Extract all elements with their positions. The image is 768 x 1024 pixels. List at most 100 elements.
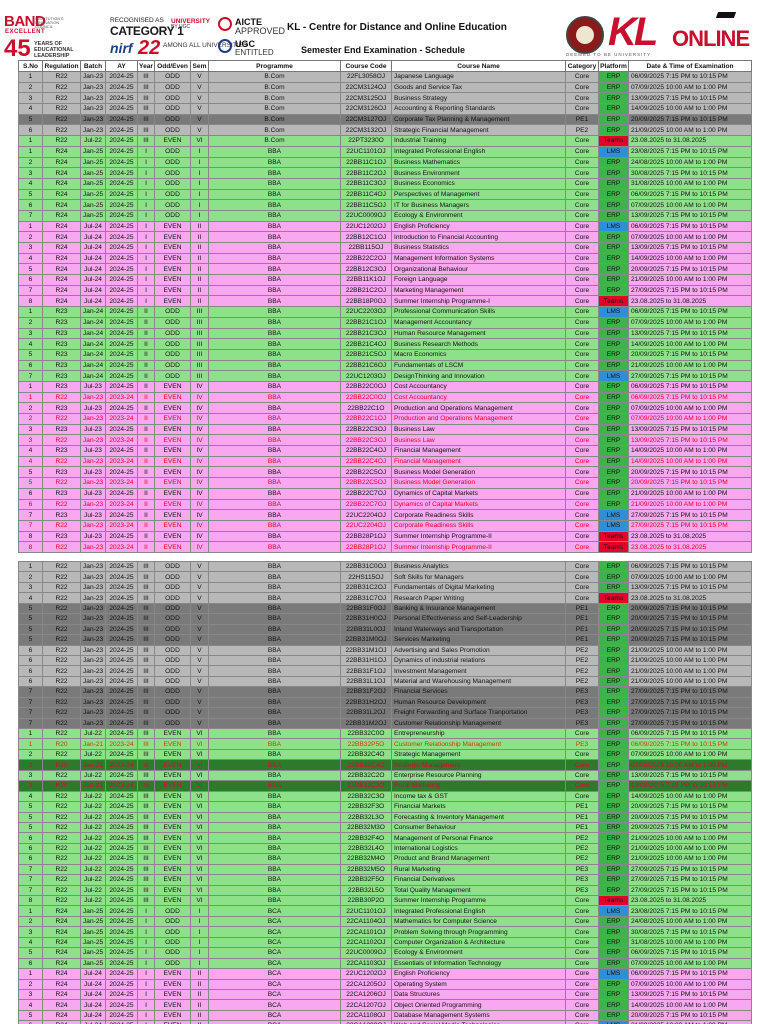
cell-platform: Teams bbox=[598, 592, 629, 604]
cell-programme: BBA bbox=[208, 665, 341, 677]
cell-odd-even: ODD bbox=[154, 947, 191, 959]
cell-exam-date-time: 27/09/2025 7:15 PM to 10:15 PM bbox=[628, 519, 752, 532]
cell-odd-even: EVEN bbox=[154, 487, 191, 500]
cell-course-name: Mathematics for Computer Science bbox=[391, 915, 566, 928]
cell-batch: Jan-23 bbox=[80, 413, 106, 425]
cell-academic-year: 2024-25 bbox=[105, 295, 138, 308]
cell-category: PE2 bbox=[565, 842, 599, 855]
cell-serial-number: 6 bbox=[18, 654, 43, 667]
cell-odd-even: EVEN bbox=[154, 455, 191, 468]
cell-year: II bbox=[137, 359, 155, 372]
cell-course-code: 22BB11C4OJ bbox=[340, 188, 392, 201]
cell-year: III bbox=[137, 634, 155, 646]
cell-course-name: Personal Effectiveness and Self-Leadersh… bbox=[391, 613, 566, 625]
cell-year: III bbox=[137, 894, 155, 907]
cell-year: II bbox=[137, 391, 155, 404]
cell-course-name: Material and Warehousing Management bbox=[391, 675, 566, 688]
cell-regulation: R22 bbox=[42, 634, 81, 646]
cell-batch: Jan-23 bbox=[80, 391, 106, 404]
cell-serial-number: 6 bbox=[18, 675, 43, 688]
cell-serial-number: 1 bbox=[18, 306, 43, 318]
table-row: 3 R22 Jan-23 2024-25 III ODD V B.Com 22CM3125OJ B… bbox=[18, 92, 752, 105]
cell-programme: BBA bbox=[208, 560, 341, 573]
cell-academic-year: 2024-25 bbox=[105, 988, 138, 1001]
table-row: 5 R24 Jan-25 2024-25 I ODD I BCA 22UC0009OJ Ecolo… bbox=[18, 947, 752, 959]
cell-programme: B.Com bbox=[208, 124, 341, 137]
cell-platform: LMS bbox=[598, 220, 629, 233]
table-row: 4 R24 Jan-25 2024-25 I ODD I BBA 22BB11C3OJ Busin… bbox=[18, 177, 752, 190]
cell-regulation: R22 bbox=[42, 92, 81, 105]
cell-odd-even: EVEN bbox=[154, 445, 191, 457]
cell-exam-date-time: 27/09/2025 7:15 PM to 10:15 PM bbox=[628, 284, 752, 297]
cell-academic-year: 2024-25 bbox=[105, 915, 138, 928]
cell-serial-number: 5 bbox=[18, 466, 43, 479]
cell-programme: BBA bbox=[208, 790, 341, 803]
column-header-programme: Programme bbox=[208, 60, 341, 72]
cell-serial-number: 6 bbox=[18, 957, 43, 970]
university-sub: BY UGC bbox=[171, 24, 191, 30]
cell-academic-year: 2023-24 bbox=[105, 413, 138, 425]
cell-odd-even: ODD bbox=[154, 327, 191, 340]
cell-year: II bbox=[137, 509, 155, 521]
cell-serial-number: 4 bbox=[18, 252, 43, 265]
cell-semester: I bbox=[190, 177, 209, 190]
cell-platform: ERP bbox=[598, 644, 629, 656]
cell-course-name: Ecology & Environment bbox=[391, 947, 566, 959]
cell-batch: Jan-24 bbox=[80, 348, 106, 361]
cell-course-code: 22BB31M0OJ bbox=[340, 634, 392, 646]
band-small-text: INSTITUTION'S INNOVATION COUNCIL bbox=[35, 16, 64, 29]
cell-serial-number: 4 bbox=[18, 445, 43, 457]
cell-batch: Jan-23 bbox=[80, 581, 106, 594]
cell-exam-date-time: 20/09/2025 7:15 PM to 10:15 PM bbox=[628, 613, 752, 625]
cell-year: I bbox=[137, 231, 155, 243]
cell-exam-date-time: 23.08.2025 to 31.08.2025 bbox=[628, 135, 752, 147]
cell-exam-date-time: 27/09/2025 7:15 PM to 10:15 PM bbox=[628, 707, 752, 719]
table-row: 5 R22 Jul-22 2024-25 III EVEN VI BBA 22BB32M3O Co… bbox=[18, 821, 752, 834]
cell-category: Core bbox=[565, 999, 599, 1011]
cell-course-name: Financial Markets bbox=[391, 801, 566, 813]
cell-course-code: 22CM3125OJ bbox=[340, 92, 392, 105]
column-header-course-name: Course Name bbox=[391, 60, 566, 72]
cell-programme: BBA bbox=[208, 519, 341, 532]
cell-odd-even: EVEN bbox=[154, 263, 191, 276]
cell-serial-number: 6 bbox=[18, 199, 43, 211]
cell-year: III bbox=[137, 665, 155, 677]
cell-category: Core bbox=[565, 780, 599, 792]
cell-batch: Jul-23 bbox=[80, 402, 106, 414]
cell-batch: Jan-25 bbox=[80, 915, 106, 928]
cell-batch: Jul-24 bbox=[80, 274, 106, 286]
cell-semester: V bbox=[190, 113, 209, 126]
cell-batch: Jul-23 bbox=[80, 466, 106, 479]
cell-academic-year: 2024-25 bbox=[105, 696, 138, 709]
cell-course-code: 22CA1108OJ bbox=[340, 1009, 392, 1022]
cell-platform: ERP bbox=[598, 156, 629, 169]
cell-academic-year: 2024-25 bbox=[105, 707, 138, 719]
cell-year: III bbox=[137, 686, 155, 698]
cell-course-code: 22BB31H2OJ bbox=[340, 696, 392, 709]
cell-programme: BBA bbox=[208, 477, 341, 489]
table-row: 6 R22 Jul-22 2024-25 III EVEN VI BBA 22BB32L4O In… bbox=[18, 842, 752, 855]
table-row: 7 R23 Jul-23 2024-25 II EVEN IV BBA 22UC2204OJ Co… bbox=[18, 509, 752, 521]
cell-regulation: R24 bbox=[42, 936, 81, 949]
cell-academic-year: 2023-24 bbox=[105, 498, 138, 511]
cell-platform: ERP bbox=[598, 284, 629, 297]
cell-batch: Jan-21 bbox=[80, 759, 106, 771]
cell-year: III bbox=[137, 727, 155, 740]
cell-course-code: 22CM3132OJ bbox=[340, 124, 392, 137]
university-text: UNIVERSITY bbox=[171, 18, 211, 25]
cell-year: III bbox=[137, 602, 155, 615]
cell-academic-year: 2024-25 bbox=[105, 252, 138, 265]
cell-academic-year: 2024-25 bbox=[105, 634, 138, 646]
cell-serial-number: 1 bbox=[18, 145, 43, 158]
cell-category: PE3 bbox=[565, 707, 599, 719]
cell-semester: I bbox=[190, 209, 209, 222]
cell-platform: ERP bbox=[598, 821, 629, 834]
cell-exam-date-time: 27/09/2025 7:15 PM to 10:15 PM bbox=[628, 509, 752, 521]
cell-academic-year: 2024-25 bbox=[105, 1009, 138, 1022]
cell-platform: ERP bbox=[598, 654, 629, 667]
cell-platform: ERP bbox=[598, 316, 629, 329]
cell-programme: BBA bbox=[208, 884, 341, 897]
table-row: 7 R22 Jul-22 2024-25 III EVEN VI BBA 22BB32M5O Ru… bbox=[18, 863, 752, 876]
cell-course-code: 22BB28P1OJ bbox=[340, 541, 392, 553]
cell-course-name: Problem Solving through Programming bbox=[391, 926, 566, 938]
